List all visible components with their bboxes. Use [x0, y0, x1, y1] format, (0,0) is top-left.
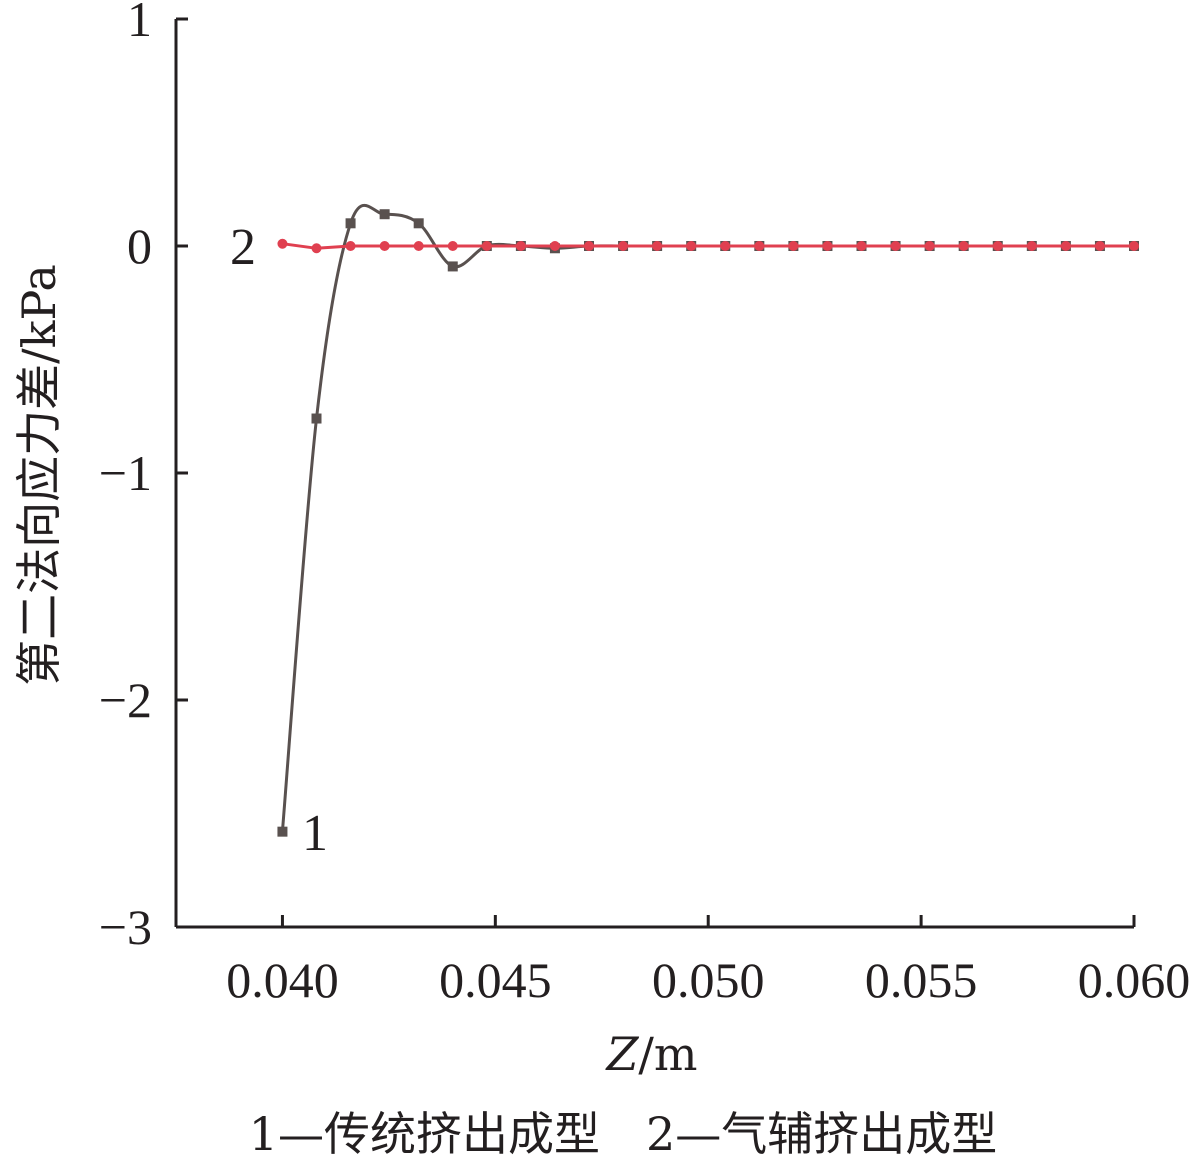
y-tick-label: −1: [99, 445, 152, 501]
series-2-point: [1060, 241, 1071, 251]
x-axis-title-unit: /m: [638, 1027, 697, 1081]
x-axis-ticks: 0.040 0.045 0.050 0.055 0.060: [226, 915, 1190, 1008]
series-2: [277, 238, 1139, 254]
series-2-point: [413, 241, 424, 251]
series-1-point: [379, 209, 390, 220]
series-1: [277, 203, 1139, 837]
series-2-point: [1026, 241, 1037, 251]
series-2-point: [788, 241, 799, 251]
y-tick-label: −2: [99, 672, 152, 728]
series-2-point: [379, 241, 390, 251]
series-1-label: 1: [302, 805, 328, 862]
series-1-line: [280, 203, 1134, 832]
x-tick-label: 0.060: [1078, 952, 1191, 1008]
series-2-point: [890, 241, 901, 251]
y-tick-label: −3: [99, 899, 152, 955]
series-1-point: [413, 218, 424, 229]
y-axis-title: 第二法向应力差/kPa: [12, 264, 66, 686]
series-2-point: [1129, 241, 1139, 251]
x-tick-label: 0.045: [439, 952, 552, 1008]
x-tick-label: 0.050: [652, 952, 765, 1008]
series-2-point: [515, 241, 526, 251]
series-2-label: 2: [230, 219, 256, 276]
series-2-point: [652, 241, 663, 251]
axes: [174, 19, 1134, 929]
series-2-point: [924, 241, 935, 251]
y-axis-ticks: 1 0 −1 −2 −3: [99, 0, 188, 955]
series-2-point: [754, 241, 765, 251]
series-2-point: [856, 241, 867, 251]
series-2-point: [686, 241, 697, 251]
series-2-point: [447, 241, 458, 251]
series-1-point: [447, 261, 458, 272]
series-2-line: [282, 242, 1134, 250]
series-1-point: [345, 218, 356, 229]
series-2-point: [311, 243, 322, 254]
series-2-point: [549, 241, 560, 251]
y-tick-label: 0: [127, 218, 152, 274]
legend-caption: 1—传统挤出成型 2—气辅挤出成型: [249, 1107, 998, 1161]
series-2-point: [345, 241, 356, 251]
x-tick-label: 0.055: [865, 952, 978, 1008]
series-1-point: [311, 413, 322, 424]
series-2-point: [822, 241, 833, 251]
series-2-point: [481, 241, 492, 251]
series-2-point: [1094, 241, 1105, 251]
series-2-point: [958, 241, 969, 251]
series-layer: [277, 203, 1139, 837]
series-2-point: [618, 241, 629, 251]
series-2-point: [992, 241, 1003, 251]
x-axis-title: Z/m: [604, 1027, 697, 1081]
series-1-point: [277, 826, 288, 837]
series-2-point: [584, 241, 595, 251]
y-tick-label: 1: [127, 0, 152, 47]
series-2-point: [720, 241, 731, 251]
series-2-point: [277, 238, 288, 249]
x-tick-label: 0.040: [226, 952, 339, 1008]
x-axis-title-variable: Z: [604, 1027, 639, 1081]
